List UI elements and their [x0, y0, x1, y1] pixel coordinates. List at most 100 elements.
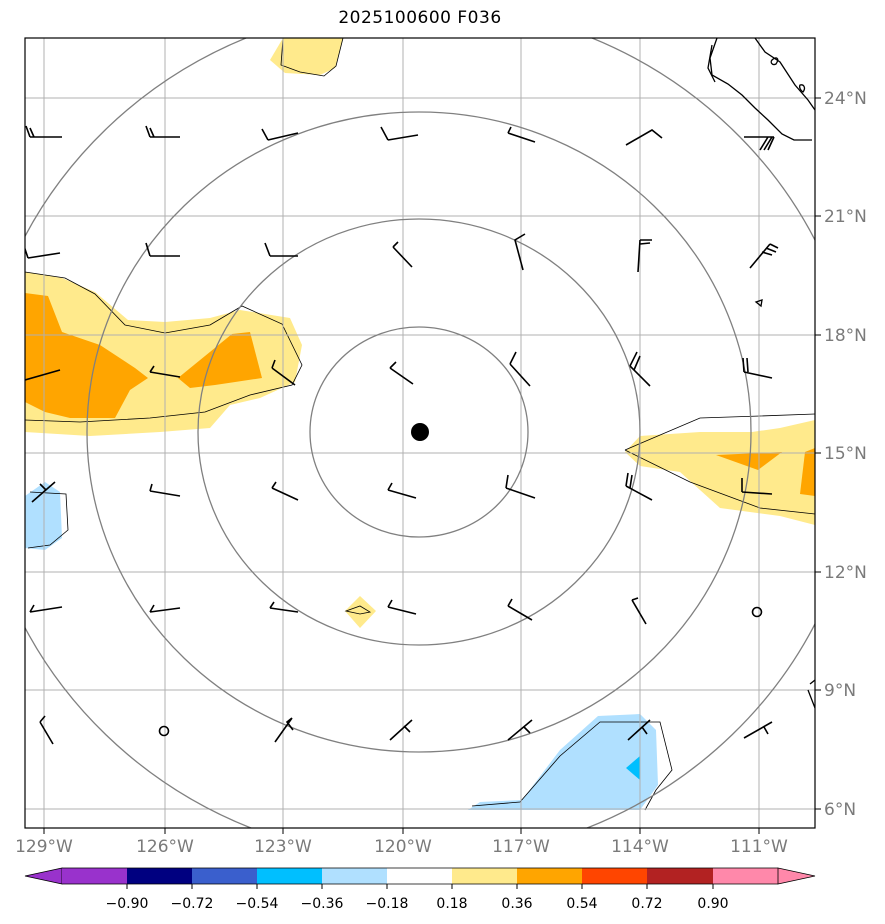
wind-barb: [271, 359, 296, 386]
colorbar: −0.90 −0.72 −0.54 −0.36 −0.18 0.18 0.36 …: [24, 867, 816, 912]
lon-tick-label: 123°W: [254, 837, 312, 857]
wind-barb: [742, 357, 773, 379]
graticule: [25, 38, 815, 828]
wind-barbs: [25, 125, 779, 745]
colorbar-tick-label: 0.36: [501, 896, 532, 912]
colorbar-tick-label: 0.54: [566, 896, 597, 912]
wind-barb: [514, 233, 526, 271]
longitude-axis: 129°W 126°W 123°W 120°W 117°W 114°W 111°…: [15, 828, 788, 857]
wind-barb: [741, 478, 773, 495]
colorbar-tick-label: −0.54: [236, 896, 279, 912]
lat-tick-label: 12°N: [824, 563, 867, 583]
map-panel: [25, 38, 815, 828]
lat-tick-label: 24°N: [824, 89, 867, 109]
wind-barb: [39, 715, 54, 745]
wind-barb: [274, 717, 294, 743]
wind-barb: [637, 239, 652, 273]
strong-positive-anomaly-region: [25, 293, 148, 418]
wind-barb: [25, 125, 62, 138]
colorbar-segment: [257, 868, 322, 884]
colorbar-segment: [62, 868, 127, 884]
positive-anomaly-region: [625, 420, 815, 525]
strong-positive-anomaly-region: [800, 448, 815, 496]
colorbar-tick-label: −0.18: [366, 896, 409, 912]
wind-barb: [744, 136, 775, 151]
latitude-axis: 24°N 21°N 18°N 15°N 12°N 9°N 6°N: [815, 89, 867, 820]
colorbar-segment: [647, 868, 713, 884]
colorbar-segment: [582, 868, 647, 884]
lat-tick-label: 18°N: [824, 326, 867, 346]
anomaly-contour-lines: [25, 38, 815, 811]
colorbar-segment: [127, 868, 192, 884]
wind-barb: [25, 369, 61, 381]
wind-barb: [509, 351, 531, 387]
lat-tick-label: 6°N: [824, 800, 856, 820]
colorbar-extend-min: [24, 867, 63, 885]
wind-barb: [269, 601, 299, 613]
wind-barb: [29, 604, 63, 613]
range-rings: [25, 38, 815, 828]
wind-barb: [149, 365, 181, 378]
lon-tick-label: 120°W: [374, 837, 432, 857]
colorbar-tick-label: 0.72: [631, 896, 662, 912]
wind-barb: [380, 126, 419, 141]
wind-barb: [389, 719, 413, 741]
wind-barb: [387, 599, 417, 615]
range-ring-2: [197, 218, 641, 646]
strong-positive-anomaly-region: [178, 332, 262, 388]
wind-barb: [387, 482, 417, 499]
wind-barb: [31, 481, 56, 503]
range-ring-1: [309, 326, 529, 538]
negative-anomaly-region: [468, 714, 658, 810]
coastline: [707, 38, 815, 709]
colorbar-tick-label: −0.72: [171, 896, 214, 912]
wind-barb: [264, 242, 298, 257]
map-frame: [24, 37, 816, 829]
colorbar-segment: [713, 868, 778, 884]
storm-center-marker: [411, 423, 429, 441]
wind-barb: [627, 719, 651, 741]
plot-title: 2025100600 F036: [338, 8, 502, 28]
wind-barb: [507, 719, 533, 741]
wind-barb: [261, 128, 299, 141]
lon-tick-label: 126°W: [136, 837, 194, 857]
colorbar-segment: [517, 868, 582, 884]
wind-barb: [507, 126, 536, 143]
wind-barb: [271, 481, 299, 501]
wind-barb: [145, 242, 180, 257]
wind-barb: [629, 351, 651, 387]
wind-barb: [743, 721, 773, 739]
lat-tick-label: 21°N: [824, 207, 867, 227]
wind-barb: [749, 243, 779, 269]
wind-barb: [631, 597, 647, 625]
wind-barb: [625, 129, 663, 146]
colorbar-segment: [387, 868, 452, 884]
colorbar-segment: [452, 868, 517, 884]
colorbar-tick-label: −0.90: [106, 896, 149, 912]
wind-barb: [389, 361, 414, 385]
positive-anomaly-region: [345, 596, 376, 628]
wind-barb: [158, 725, 170, 737]
lat-tick-label: 9°N: [824, 681, 856, 701]
colorbar-extend-max: [777, 867, 816, 885]
wind-barb: [507, 598, 533, 621]
lon-tick-label: 129°W: [15, 837, 73, 857]
positive-anomaly-region: [270, 38, 343, 75]
lat-tick-label: 15°N: [824, 444, 867, 464]
wind-barb: [625, 472, 653, 501]
colorbar-tick-label: 0.18: [436, 896, 467, 912]
wind-barb: [25, 246, 61, 259]
colorbar-segment: [192, 868, 257, 884]
moderate-negative-anomaly-region: [626, 756, 640, 780]
wind-barb: [392, 241, 413, 268]
lon-tick-label: 111°W: [730, 837, 788, 857]
colorbar-segment: [322, 868, 387, 884]
wind-barb: [149, 483, 181, 497]
colorbar-tick-label: 0.90: [697, 896, 728, 912]
wind-barb: [149, 604, 181, 613]
wind-barb: [145, 125, 180, 138]
strong-positive-anomaly-region: [716, 452, 782, 470]
lon-tick-label: 117°W: [492, 837, 550, 857]
lon-tick-label: 114°W: [611, 837, 669, 857]
